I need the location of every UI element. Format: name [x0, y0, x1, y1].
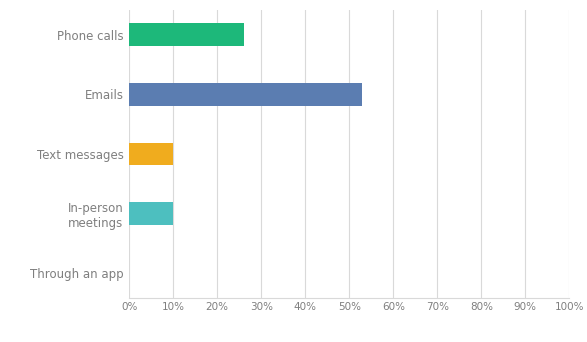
Bar [129, 202, 173, 225]
Bar [129, 83, 362, 106]
Bar [129, 23, 244, 46]
Bar [129, 143, 173, 165]
